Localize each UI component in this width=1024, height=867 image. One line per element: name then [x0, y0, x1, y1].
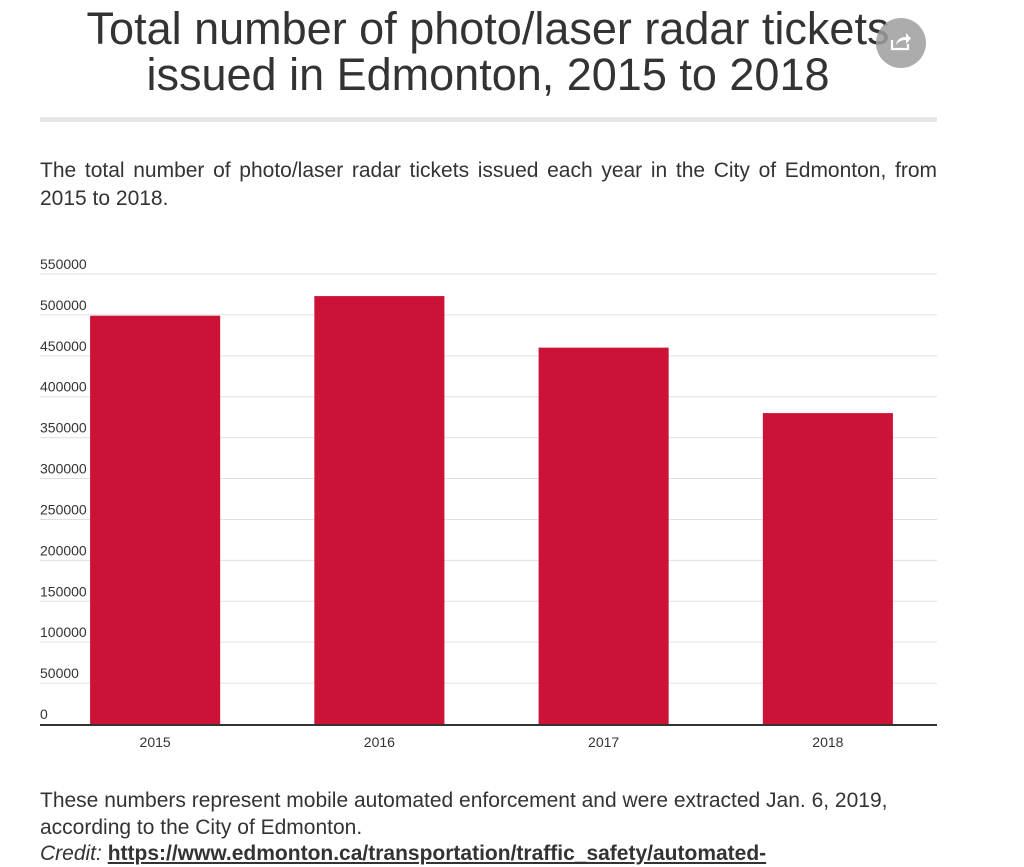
x-tick-label: 2016 — [364, 734, 395, 750]
bar-2017[interactable] — [538, 347, 669, 724]
y-tick-label: 0 — [40, 706, 48, 722]
y-tick-label: 200000 — [40, 542, 87, 558]
y-tick-label: 150000 — [40, 583, 87, 599]
y-tick-label: 50000 — [40, 665, 79, 681]
credit-label: Credit: — [40, 842, 102, 865]
bar-2018[interactable] — [762, 413, 893, 724]
y-tick-label: 250000 — [40, 501, 87, 517]
bars — [90, 296, 893, 724]
y-tick-label: 500000 — [40, 297, 87, 313]
y-tick-label: 400000 — [40, 379, 87, 395]
chart-subtitle: The total number of photo/laser radar ti… — [40, 159, 937, 210]
x-axis-ticks: 2015 2016 2017 2018 — [140, 734, 844, 750]
footnote: These numbers represent mobile automated… — [40, 789, 888, 839]
y-tick-label: 100000 — [40, 624, 87, 640]
share-button[interactable] — [876, 18, 926, 68]
x-tick-label: 2018 — [812, 734, 843, 750]
y-tick-label: 450000 — [40, 338, 87, 354]
x-tick-label: 2017 — [588, 734, 619, 750]
y-tick-label: 550000 — [40, 256, 87, 272]
bar-2016[interactable] — [314, 296, 445, 724]
bar-2015[interactable] — [90, 315, 221, 724]
share-icon — [890, 31, 912, 56]
y-tick-label: 300000 — [40, 461, 87, 477]
credit-link[interactable]: https://www.edmonton.ca/transportation/t… — [107, 842, 767, 865]
x-tick-label: 2015 — [140, 734, 171, 750]
y-tick-label: 350000 — [40, 420, 87, 436]
chart-title: Total number of photo/laser radar ticket… — [86, 3, 890, 100]
bar-chart: 0 50000 100000 150000 200000 250000 300000 3500… — [40, 256, 937, 750]
title-divider — [40, 117, 937, 122]
y-axis-ticks: 0 50000 100000 150000 200000 250000 300000 3500… — [40, 256, 87, 722]
credit-line: Credit: https://www.edmonton.ca/transpor… — [40, 840, 1020, 867]
